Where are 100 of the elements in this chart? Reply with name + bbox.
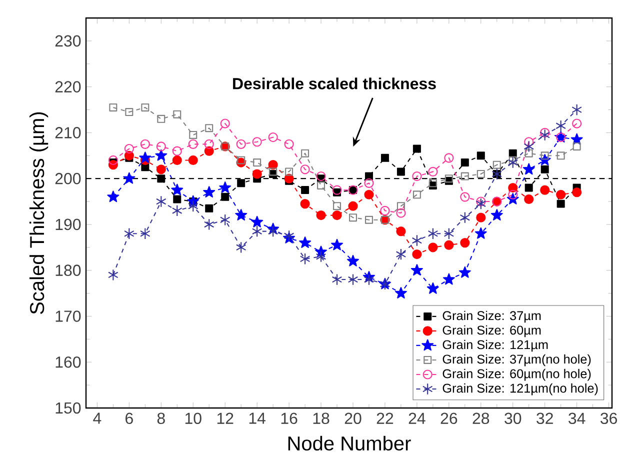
- point: [396, 202, 405, 210]
- point: [301, 149, 310, 158]
- point: [331, 238, 343, 250]
- point: [300, 253, 310, 265]
- x-tick-label: 34: [568, 412, 586, 424]
- point: [205, 204, 214, 212]
- point: [236, 139, 246, 149]
- y-tick-label: 150: [56, 402, 81, 414]
- point: [396, 226, 406, 236]
- point: [476, 196, 486, 206]
- point: [570, 133, 583, 145]
- point: [412, 234, 422, 246]
- point: [490, 209, 503, 220]
- legend-label: Grain Size: 60µm(no hole): [442, 368, 591, 381]
- point: [458, 266, 471, 278]
- point: [156, 164, 166, 174]
- point: [205, 124, 214, 132]
- point: [524, 184, 533, 192]
- point: [139, 152, 152, 164]
- point: [556, 190, 566, 200]
- point: [253, 158, 262, 167]
- x-tick-label: 28: [472, 412, 490, 424]
- point: [108, 269, 118, 281]
- point: [347, 254, 359, 266]
- x-tick-label: 24: [408, 412, 426, 424]
- point: [364, 178, 374, 188]
- point: [556, 120, 566, 132]
- point: [108, 155, 118, 166]
- x-tick-label: 12: [217, 412, 234, 424]
- x-tick-label: 16: [281, 412, 298, 424]
- x-tick-label: 8: [157, 412, 165, 424]
- point: [540, 129, 550, 141]
- point: [380, 206, 390, 216]
- y-tick-label: 230: [55, 35, 81, 47]
- point: [540, 128, 550, 138]
- x-tick-label: 36: [600, 412, 617, 424]
- point: [426, 282, 439, 294]
- point: [540, 185, 550, 195]
- point: [140, 228, 150, 240]
- x-tick-label: 30: [504, 412, 522, 424]
- x-tick-label: 22: [376, 412, 394, 424]
- point: [348, 274, 358, 286]
- point: [332, 274, 342, 286]
- point: [109, 103, 118, 112]
- point: [188, 200, 198, 212]
- point: [442, 273, 455, 285]
- point: [364, 216, 373, 224]
- point: [157, 174, 166, 183]
- point: [412, 190, 421, 199]
- annotation: Desirable scaled thickness: [233, 78, 436, 90]
- point: [173, 110, 182, 118]
- y-tick-label: 160: [56, 356, 81, 368]
- point: [508, 156, 517, 164]
- point: [508, 156, 518, 168]
- point: [299, 236, 312, 248]
- point: [460, 192, 470, 202]
- point: [172, 204, 182, 217]
- point: [107, 190, 120, 202]
- point: [300, 164, 310, 174]
- x-axis-title: Node Number: [288, 436, 411, 451]
- point: [444, 228, 454, 240]
- point: [123, 172, 136, 184]
- point: [124, 228, 134, 240]
- point: [396, 248, 406, 260]
- y-tick-label: 170: [56, 310, 81, 322]
- point: [522, 163, 535, 175]
- point: [540, 152, 549, 160]
- legend-label: Grain Size: 121µm(no hole): [442, 383, 598, 396]
- point: [172, 146, 182, 156]
- point: [300, 199, 310, 209]
- point: [268, 132, 278, 142]
- point: [572, 104, 582, 116]
- point: [269, 168, 278, 176]
- point: [188, 139, 198, 149]
- legend-label: Grain Size: 37µm(no hole): [442, 354, 591, 366]
- point: [348, 214, 357, 222]
- legend-label: Grain Size: 121µm: [442, 340, 548, 352]
- point: [173, 195, 182, 204]
- point: [252, 137, 262, 147]
- y-tick-label: 200: [55, 172, 81, 184]
- point: [236, 242, 246, 254]
- legend-label: Grain Size: 37µm: [442, 310, 541, 323]
- point: [428, 228, 438, 240]
- point: [203, 186, 216, 198]
- point: [220, 214, 230, 226]
- point: [124, 144, 134, 154]
- point: [333, 202, 342, 210]
- point: [474, 227, 487, 239]
- x-tick-label: 32: [536, 412, 553, 424]
- point: [524, 140, 534, 152]
- point: [572, 142, 581, 150]
- point: [219, 182, 232, 193]
- point: [157, 114, 166, 123]
- point: [524, 194, 534, 204]
- point: [460, 172, 469, 180]
- point: [380, 154, 389, 162]
- point: [188, 155, 198, 166]
- point: [428, 242, 438, 252]
- point: [301, 186, 310, 194]
- point: [428, 166, 438, 176]
